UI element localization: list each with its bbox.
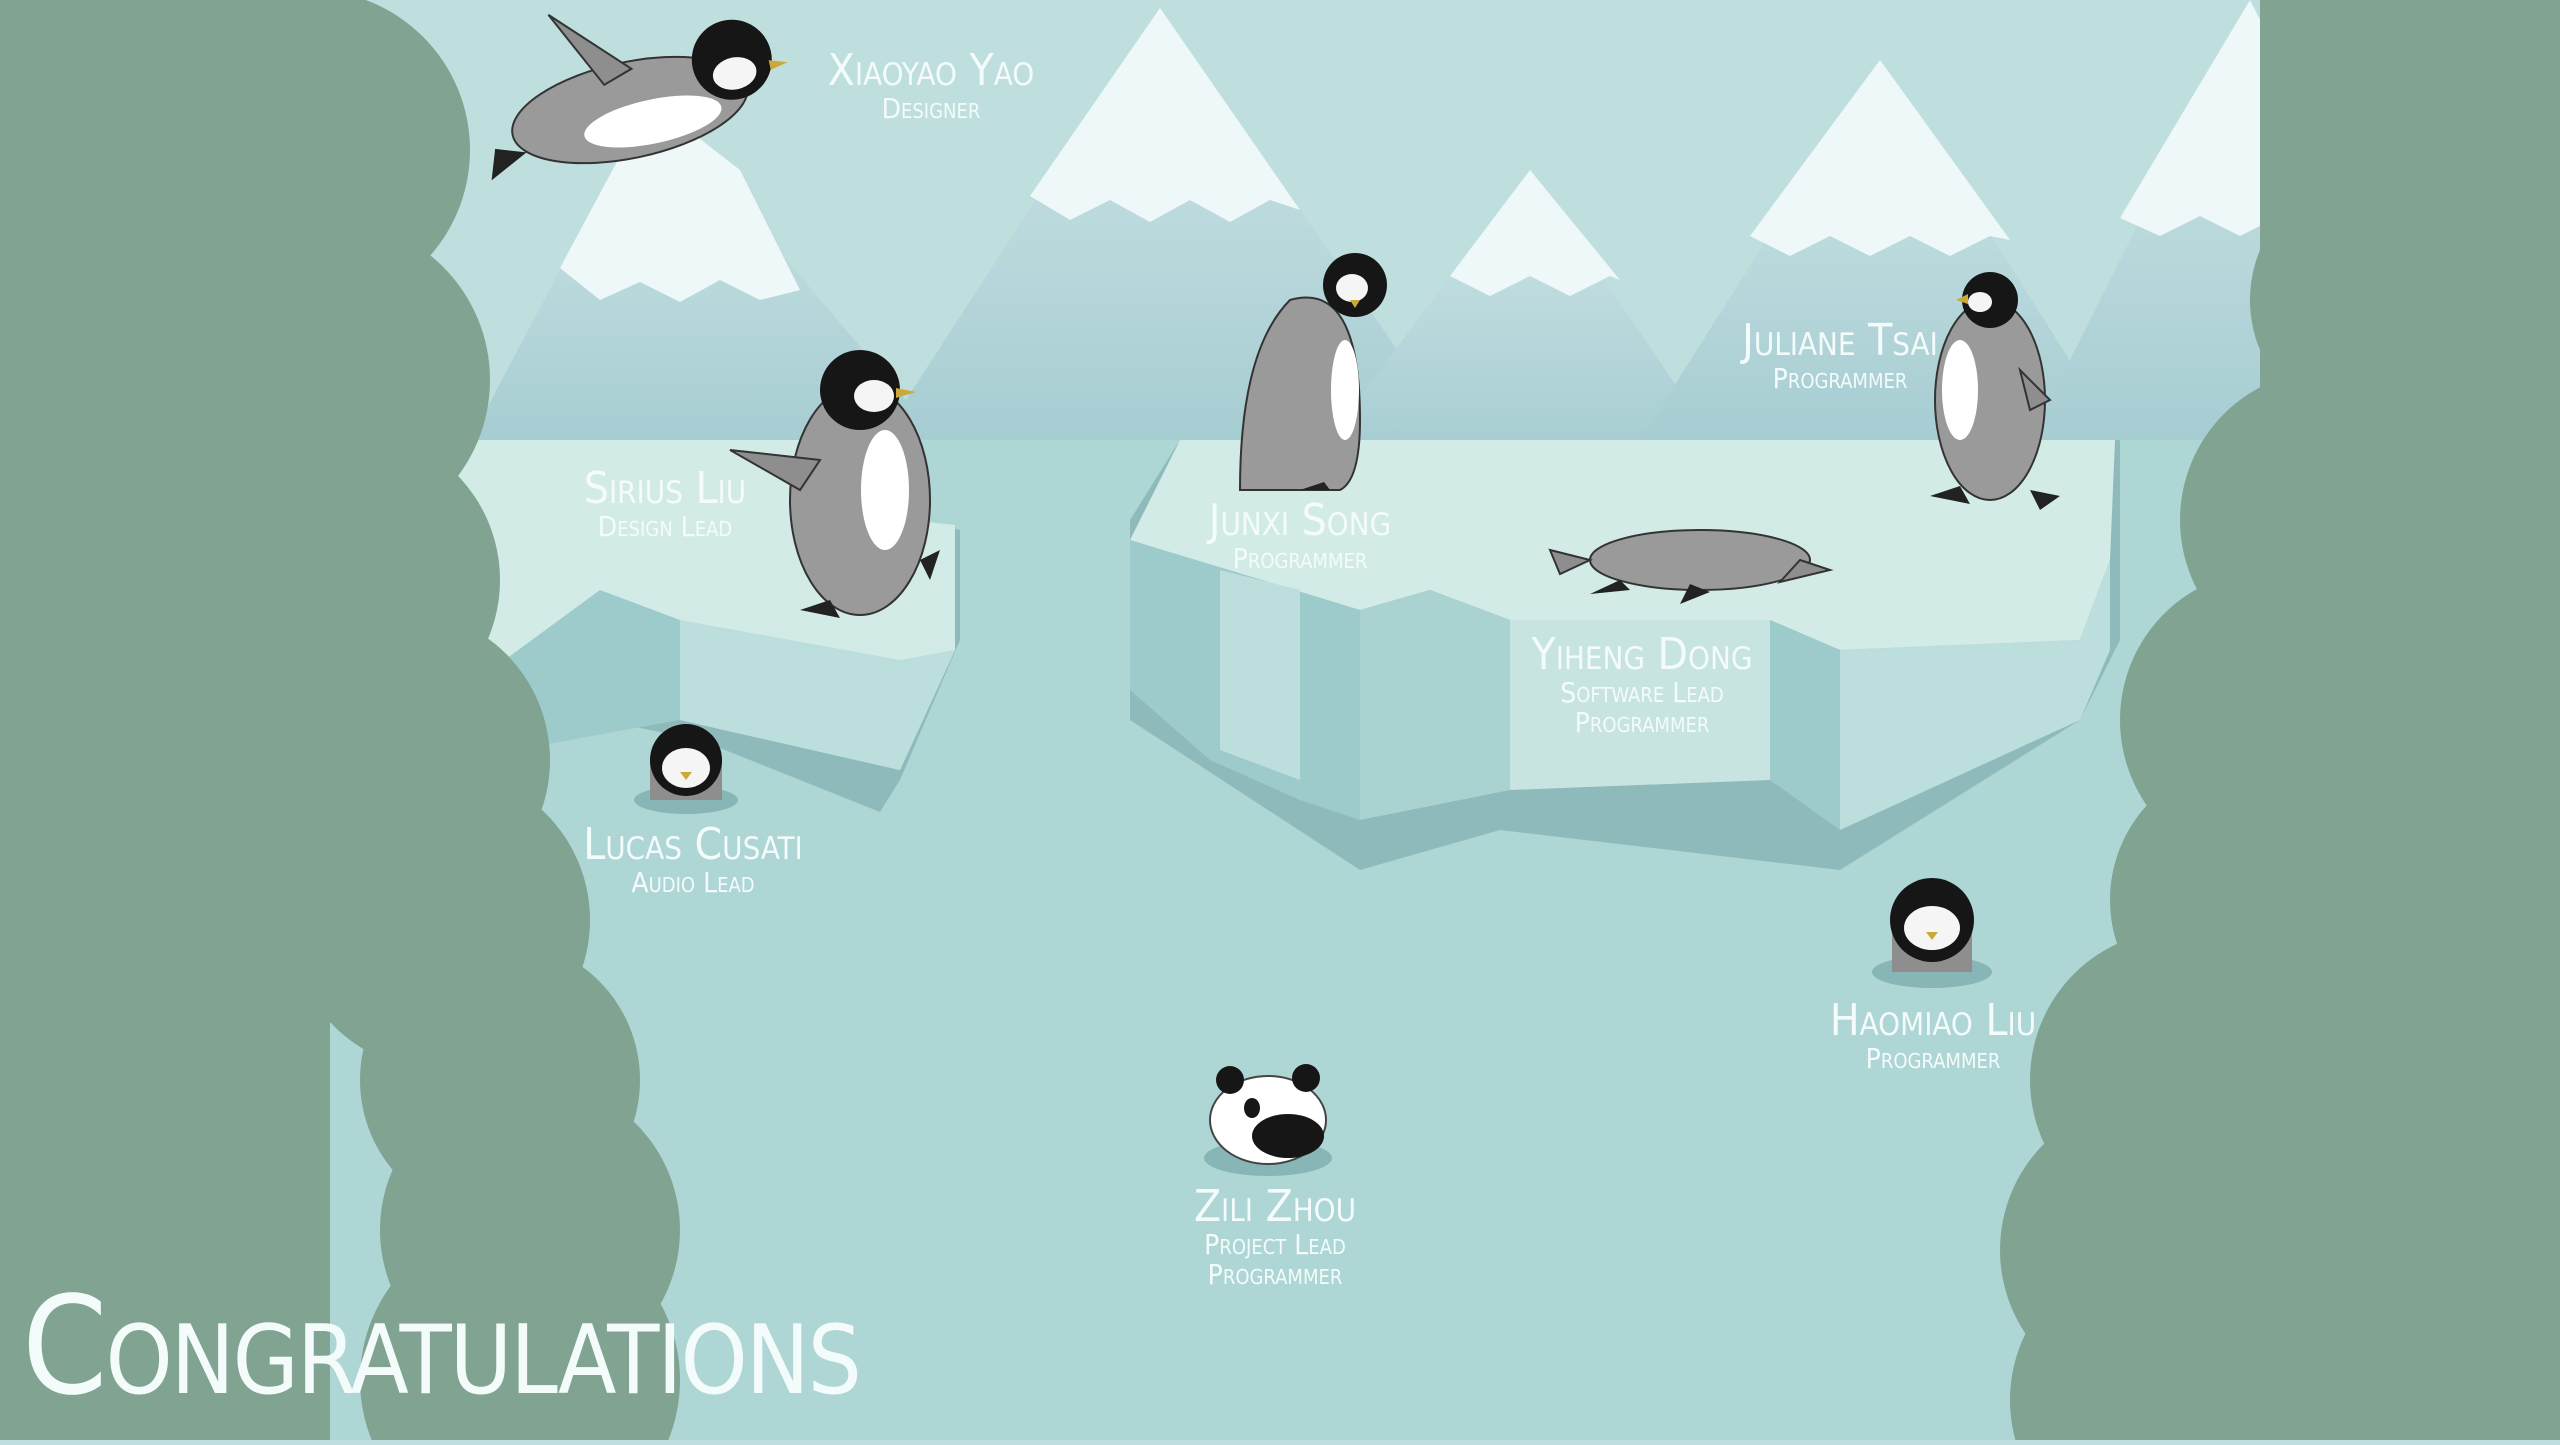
credit-entry: Junxi Song Programmer	[1208, 495, 1392, 576]
credit-entry: Juliane Tsai Programmer	[1742, 315, 1938, 396]
penguin-lying	[1548, 529, 1834, 604]
credit-role: Programmer	[1207, 1257, 1343, 1291]
ice-floe-right	[1130, 440, 2120, 870]
credit-role: Programmer	[1574, 705, 1710, 739]
credit-role: Programmer	[1232, 542, 1368, 576]
credit-entry: Lucas Cusati Audio Lead	[583, 819, 803, 900]
penguin-flying	[491, 14, 788, 181]
credit-role: Programmer	[1772, 362, 1908, 396]
credit-name: Haomiao Liu	[1829, 995, 2037, 1046]
bushes-left	[0, 0, 680, 1445]
credit-role: Designer	[881, 92, 981, 126]
penguin-peeking-right	[1872, 878, 1992, 988]
credit-role: Audio Lead	[631, 866, 755, 900]
panda-peeking	[1204, 1064, 1332, 1176]
credit-name: Juliane Tsai	[1742, 315, 1938, 366]
penguin-peeking-left	[634, 724, 738, 814]
penguin-walking-left	[729, 350, 940, 618]
credit-entry: Zili Zhou Project Lead Programmer	[1193, 1181, 1357, 1291]
credit-role: Design Lead	[597, 510, 733, 544]
credit-name: Sirius Liu	[583, 463, 747, 514]
credit-role: Software Lead	[1560, 676, 1724, 710]
credit-name: Yiheng Dong	[1531, 629, 1753, 680]
penguin-walking-right	[1930, 272, 2060, 510]
credit-role: Programmer	[1865, 1042, 2001, 1076]
credit-name: Junxi Song	[1208, 495, 1392, 546]
credit-name: Lucas Cusati	[583, 819, 803, 870]
credit-entry: Haomiao Liu Programmer	[1829, 995, 2037, 1076]
credit-role: Project Lead	[1204, 1228, 1346, 1262]
credit-name: Zili Zhou	[1193, 1181, 1357, 1232]
credit-entry: Yiheng Dong Software Lead Programmer	[1531, 629, 1753, 739]
penguin-standing-center	[1238, 253, 1387, 491]
bushes-right	[2000, 0, 2560, 1445]
credit-entry: Xiaoyao Yao Designer	[827, 45, 1035, 126]
credit-entry: Sirius Liu Design Lead	[583, 463, 747, 544]
congratulations-title: Congratulations	[22, 1268, 862, 1426]
credit-name: Xiaoyao Yao	[827, 45, 1035, 96]
